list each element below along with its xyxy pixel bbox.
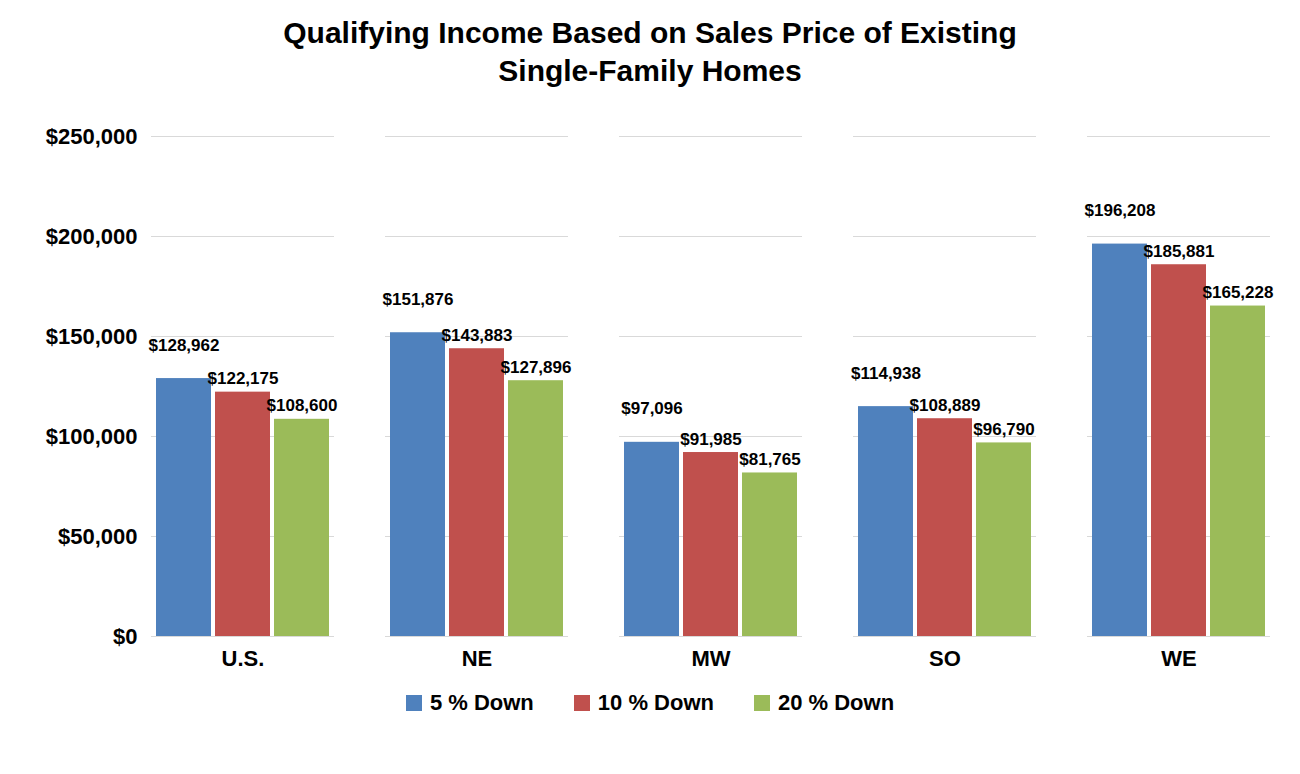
svg-text:$81,765: $81,765 bbox=[739, 450, 800, 469]
svg-text:WE: WE bbox=[1161, 646, 1196, 671]
html-text:20 % Down: 20 % Down bbox=[778, 690, 895, 715]
svg-text:$122,175: $122,175 bbox=[208, 369, 279, 388]
svg-text:$185,881: $185,881 bbox=[1144, 242, 1215, 261]
svg-text:$128,962: $128,962 bbox=[149, 336, 220, 355]
svg-text:$165,228: $165,228 bbox=[1203, 283, 1274, 302]
svg-text:$250,000: $250,000 bbox=[46, 124, 138, 149]
svg-text:$143,883: $143,883 bbox=[442, 326, 513, 345]
svg-text:$100,000: $100,000 bbox=[46, 424, 138, 449]
svg-text:$108,600: $108,600 bbox=[267, 396, 338, 415]
svg-text:$150,000: $150,000 bbox=[46, 324, 138, 349]
svg-text:$97,096: $97,096 bbox=[621, 399, 682, 418]
html-text:5 % Down: 5 % Down bbox=[429, 690, 534, 715]
svg-text:SO: SO bbox=[929, 646, 961, 671]
svg-text:$127,896: $127,896 bbox=[501, 358, 572, 377]
svg-text:$108,889: $108,889 bbox=[910, 396, 981, 415]
svg-text:U.S.: U.S. bbox=[222, 646, 265, 671]
svg-text:$200,000: $200,000 bbox=[46, 224, 138, 249]
svg-text:$114,938: $114,938 bbox=[851, 364, 921, 383]
svg-text:$151,876: $151,876 bbox=[383, 290, 454, 309]
svg-text:NE: NE bbox=[462, 646, 493, 671]
html-text:10 % Down: 10 % Down bbox=[597, 690, 714, 715]
html-text:Qualifying Income Based on Sal: Qualifying Income Based on Sales Price o… bbox=[283, 16, 1017, 87]
svg-text:$196,208: $196,208 bbox=[1085, 201, 1156, 220]
svg-text:$91,985: $91,985 bbox=[680, 430, 741, 449]
svg-text:MW: MW bbox=[691, 646, 730, 671]
svg-text:$50,000: $50,000 bbox=[58, 524, 138, 549]
svg-text:$96,790: $96,790 bbox=[973, 420, 1034, 439]
svg-text:$0: $0 bbox=[113, 624, 137, 649]
